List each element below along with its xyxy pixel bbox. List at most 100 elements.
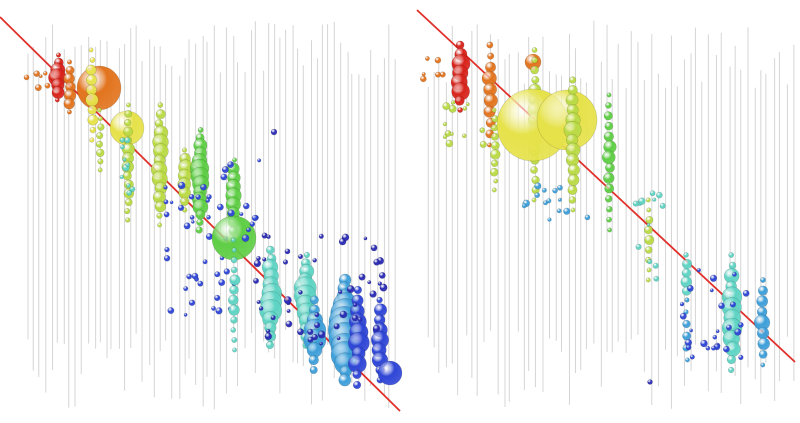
- data-bubble: [88, 47, 94, 53]
- data-dot: [245, 227, 252, 233]
- data-dot: [34, 84, 42, 92]
- data-bubble: [54, 97, 60, 103]
- data-bubble: [727, 366, 735, 374]
- data-dot: [734, 328, 742, 336]
- data-dot: [183, 312, 188, 317]
- data-bubble: [531, 197, 537, 203]
- data-dot: [227, 161, 235, 169]
- data-dot: [227, 209, 235, 217]
- data-dot: [317, 330, 326, 339]
- data-bubble: [97, 158, 104, 165]
- data-dot: [167, 307, 175, 315]
- data-bubble: [123, 119, 132, 127]
- data-dot: [742, 289, 750, 297]
- data-dot: [264, 332, 273, 341]
- data-dot: [223, 268, 231, 275]
- data-dot: [266, 234, 271, 240]
- data-bubble: [759, 277, 766, 283]
- data-dot: [731, 271, 737, 277]
- large-bubble: [76, 65, 122, 111]
- data-dot: [298, 289, 303, 295]
- data-bubble: [490, 132, 499, 141]
- data-dot: [256, 299, 261, 305]
- data-bubble: [605, 102, 612, 109]
- data-dot: [358, 273, 366, 281]
- data-dot: [163, 199, 169, 205]
- data-bubble: [180, 196, 190, 207]
- data-bubble: [309, 365, 318, 375]
- data-dot: [307, 336, 314, 343]
- data-dot: [205, 232, 213, 241]
- data-dot: [221, 165, 229, 174]
- data-bubble: [230, 266, 238, 274]
- data-dot: [126, 189, 133, 196]
- data-dot: [351, 314, 359, 322]
- data-dot: [372, 324, 381, 333]
- data-dot: [239, 212, 244, 217]
- data-bubble: [604, 195, 613, 203]
- data-dot: [557, 197, 563, 202]
- data-bubble: [154, 200, 167, 213]
- data-dot: [296, 328, 305, 336]
- data-dot: [125, 183, 131, 188]
- data-bubble: [681, 258, 693, 270]
- data-dot: [424, 56, 430, 61]
- data-dot: [442, 121, 448, 127]
- data-dot: [715, 329, 720, 334]
- data-dot: [282, 259, 289, 265]
- data-bubble: [682, 331, 692, 341]
- data-bubble: [645, 197, 651, 203]
- data-bubble: [684, 357, 690, 363]
- data-bubble: [97, 167, 103, 173]
- data-dot: [216, 203, 224, 211]
- data-bubble: [231, 336, 238, 344]
- data-dot: [163, 211, 170, 218]
- data-bubble: [567, 174, 580, 186]
- data-dot: [199, 183, 207, 191]
- data-bubble: [157, 222, 163, 228]
- data-bubble: [87, 114, 99, 126]
- data-bubble: [457, 107, 464, 113]
- data-dot: [241, 234, 250, 243]
- data-dot: [434, 71, 442, 78]
- data-dot: [251, 214, 259, 222]
- data-bubble: [85, 64, 97, 76]
- data-dot: [652, 262, 659, 269]
- data-bubble: [486, 41, 494, 49]
- data-dot: [283, 296, 292, 305]
- data-dot: [195, 194, 202, 200]
- data-dot: [465, 102, 470, 107]
- data-bubble: [603, 172, 615, 184]
- data-dot: [635, 243, 642, 250]
- data-dot: [249, 221, 256, 228]
- data-dot: [119, 174, 124, 180]
- data-bubble: [352, 369, 362, 380]
- data-bubble: [493, 178, 499, 184]
- data-bubble: [531, 56, 538, 64]
- data-dot: [369, 290, 377, 298]
- data-dot: [218, 278, 226, 287]
- data-bubble: [231, 247, 237, 253]
- data-dot: [534, 182, 542, 190]
- data-bubble: [645, 277, 651, 283]
- data-bubble: [95, 148, 105, 158]
- data-bubble: [89, 137, 95, 143]
- data-bubble: [228, 304, 240, 316]
- data-dot: [722, 345, 730, 353]
- data-dot: [377, 281, 383, 286]
- data-dot: [709, 288, 714, 293]
- data-dot: [737, 321, 744, 328]
- data-dot: [696, 267, 702, 273]
- data-dot: [341, 233, 350, 242]
- data-bubble: [684, 297, 690, 303]
- data-dot: [442, 134, 448, 140]
- data-bubble: [352, 380, 362, 390]
- data-bubble: [51, 86, 65, 99]
- data-dot: [286, 308, 291, 314]
- data-dot: [319, 341, 324, 346]
- data-bubble: [681, 268, 692, 278]
- data-bubble: [604, 183, 615, 194]
- data-dot: [270, 315, 276, 321]
- data-dot: [163, 254, 171, 262]
- right-bubble-plot: [416, 9, 796, 409]
